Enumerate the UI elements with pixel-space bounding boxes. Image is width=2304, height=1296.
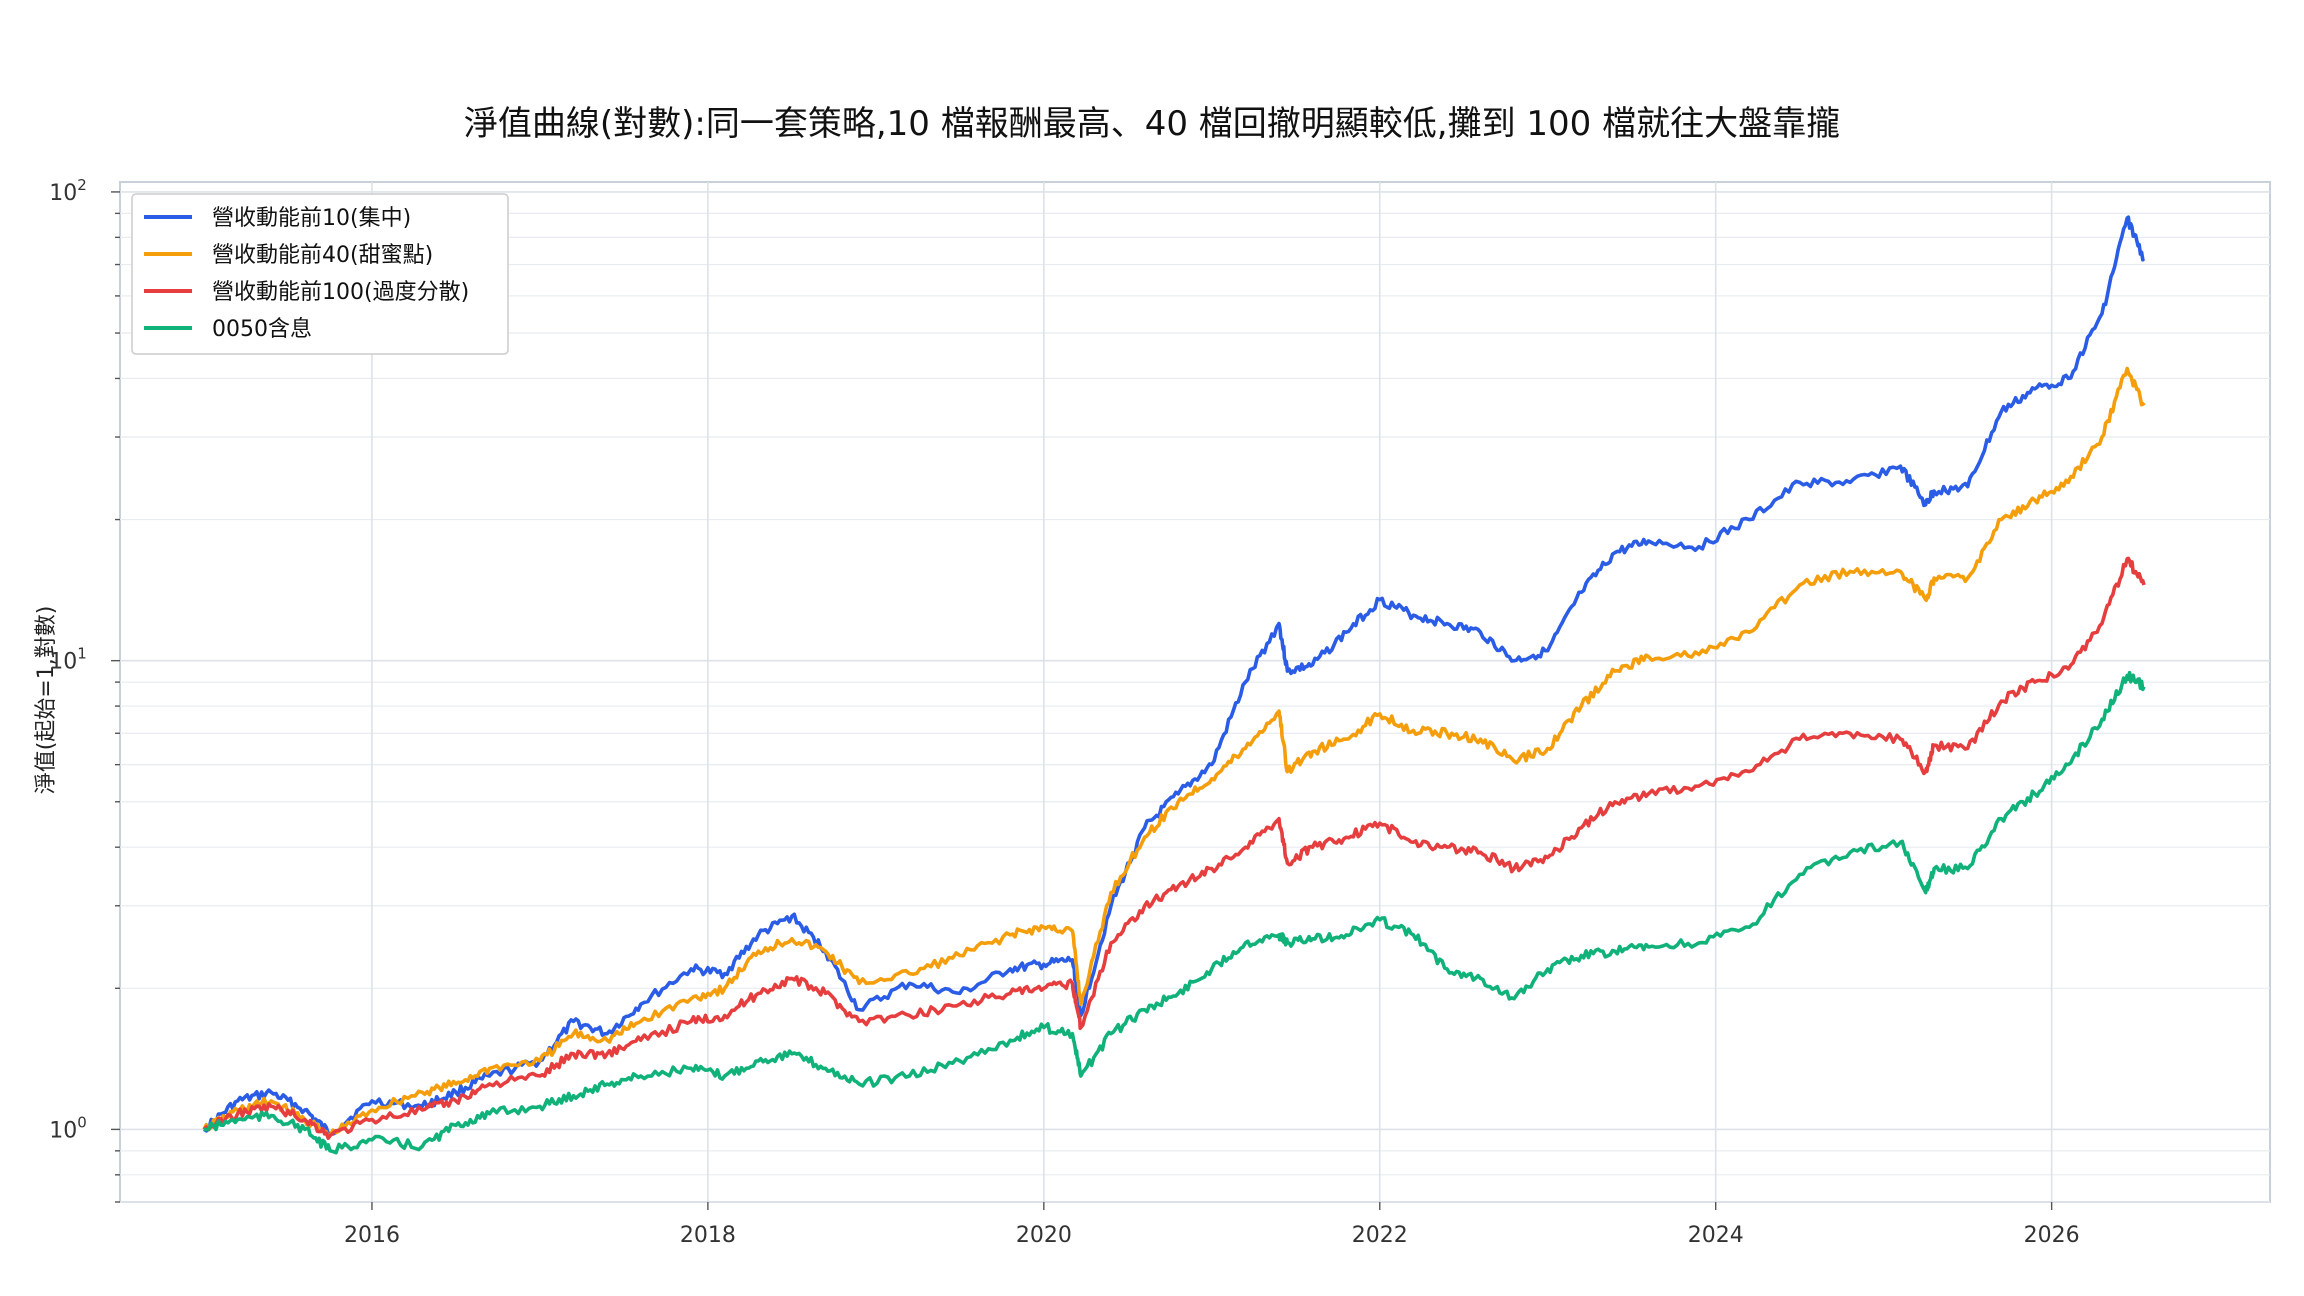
legend-label-4: 0050含息 — [212, 317, 312, 342]
legend-label-1: 營收動能前10(集中) — [212, 206, 411, 231]
y-tick-label: 101 — [49, 645, 87, 675]
x-tick-label: 2022 — [1352, 1223, 1408, 1248]
x-tick-label: 2018 — [680, 1223, 736, 1248]
x-tick-label: 2016 — [344, 1223, 400, 1248]
x-tick-label: 2024 — [1688, 1223, 1744, 1248]
x-tick-label: 2020 — [1016, 1223, 1072, 1248]
y-tick-label: 102 — [49, 176, 87, 206]
legend: 營收動能前10(集中) 營收動能前40(甜蜜點) 營收動能前100(過度分散) 005… — [132, 194, 508, 354]
legend-label-3: 營收動能前100(過度分散) — [212, 280, 469, 305]
legend-label-2: 營收動能前40(甜蜜點) — [212, 243, 433, 268]
y-tick-label: 100 — [49, 1113, 87, 1143]
x-tick-label: 2026 — [2024, 1223, 2080, 1248]
